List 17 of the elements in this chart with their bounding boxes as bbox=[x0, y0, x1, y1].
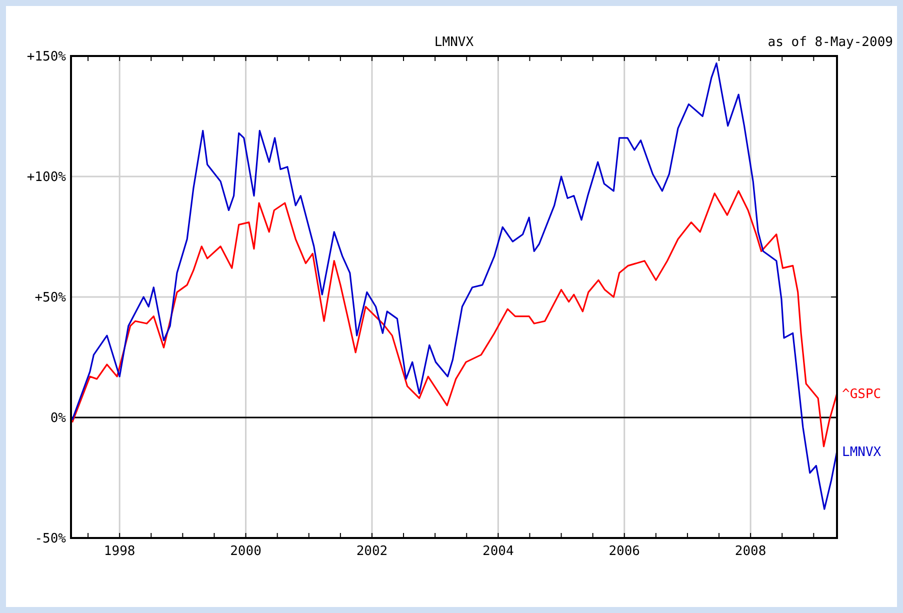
x-tick-label: 2006 bbox=[608, 544, 640, 559]
x-tick-label: 2000 bbox=[230, 544, 262, 559]
y-tick-label: +150% bbox=[26, 50, 66, 65]
x-tick-label: 2004 bbox=[482, 544, 514, 559]
series-label: LMNVX bbox=[842, 444, 882, 460]
y-tick-label: +100% bbox=[26, 170, 66, 186]
y-tick-label: +50% bbox=[34, 290, 66, 306]
chart-title: LMNVX bbox=[434, 35, 474, 50]
series-label: ^GSPC bbox=[842, 386, 882, 402]
line-series bbox=[71, 190, 838, 448]
y-tick-label: 0% bbox=[50, 411, 66, 426]
y-tick-label: -50% bbox=[34, 532, 66, 547]
x-tick-label: 2002 bbox=[356, 544, 388, 559]
x-tick-label: 2008 bbox=[734, 544, 766, 559]
chart-subtitle: as of 8-May-2009 bbox=[768, 35, 893, 50]
x-tick-label: 1998 bbox=[104, 544, 136, 559]
line-series bbox=[71, 62, 838, 510]
